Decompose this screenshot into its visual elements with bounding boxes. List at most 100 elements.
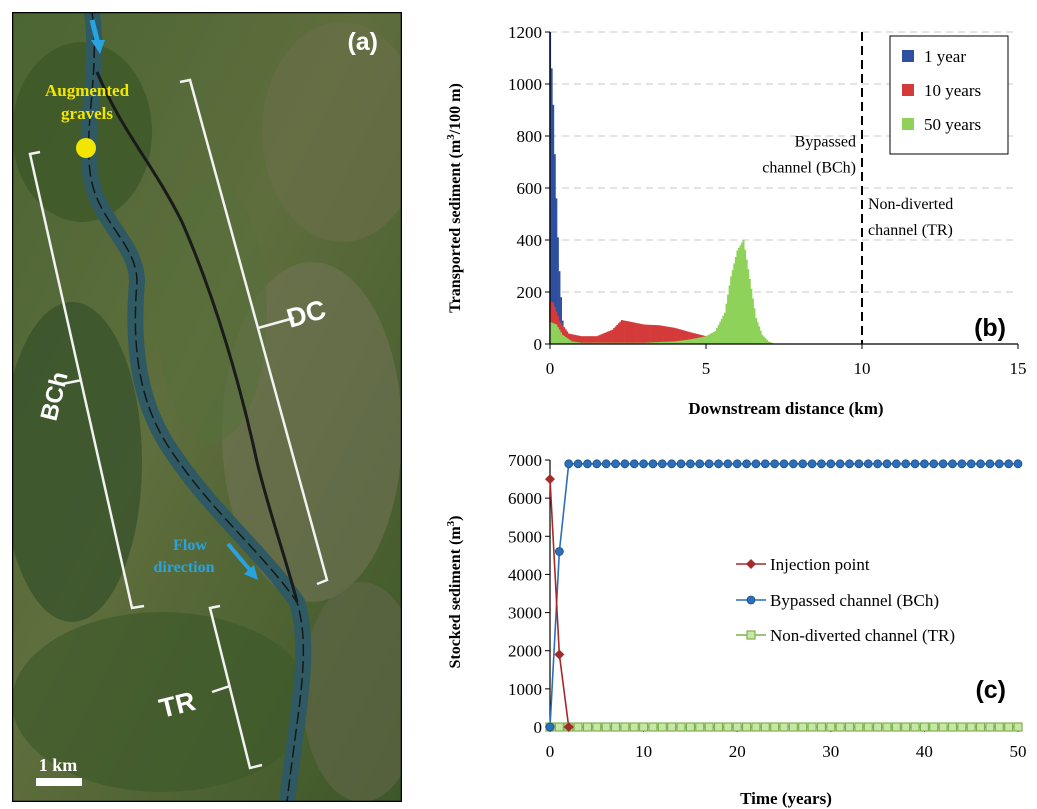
data-point [966,722,976,732]
bar [639,342,642,344]
bar [574,334,577,344]
data-point [835,722,845,732]
series-line-diamond [549,479,570,728]
series-markers-square [545,722,1023,732]
y-tick-label: 7000 [508,451,542,470]
data-point [929,722,939,732]
data-point [648,722,658,732]
data-point [957,722,967,732]
bar [575,335,578,344]
bar [680,340,683,344]
legend-label-10-years: 10 years [924,81,981,100]
bar [592,342,595,344]
bar [638,323,640,344]
data-point [620,722,630,732]
bar [630,321,633,344]
y-tick-label: 2000 [508,642,542,661]
bar [642,324,645,344]
bar [631,342,634,344]
tr-bracket [208,604,263,770]
bar [635,322,637,344]
bar [645,342,648,344]
x-tick-label: 0 [546,359,555,378]
tr-bracket-tick [211,684,231,694]
bar [569,340,572,344]
bar [683,330,686,344]
bar [684,330,687,344]
x-tick-label: 50 [1010,742,1027,761]
bar [667,326,670,344]
data-point [592,722,602,732]
data-point [891,722,901,732]
bar [659,341,662,344]
data-point [573,722,583,732]
bar [585,336,587,344]
bar [613,342,616,344]
data-point [695,722,705,732]
bar [567,339,570,344]
data-point [545,722,555,732]
bar [605,342,608,344]
data-point [751,459,761,469]
data-point [854,459,864,469]
data-point [788,459,798,469]
data-point [667,459,677,469]
bar [616,324,619,344]
bar [636,323,639,344]
bar [770,342,773,344]
bar [561,324,564,344]
x-axis-label: Time (years) [740,789,832,808]
bar [627,321,630,344]
bar [553,323,556,344]
bar [630,342,633,344]
data-point [611,459,620,469]
bar [614,326,617,344]
y-tick-label: 6000 [508,489,542,508]
data-point [938,722,948,732]
bar [552,104,555,344]
x-tick-label: 10 [854,359,871,378]
satellite-map: Augmented gravels (a) DC BCh TR Flow dir… [12,12,402,802]
bar [744,249,747,344]
bar [720,318,723,344]
bar [610,342,612,344]
data-point [667,722,677,732]
bar [563,327,566,344]
bar [666,341,669,344]
bar [572,341,575,344]
data-point [863,722,873,732]
dc-bracket [179,78,329,586]
y-tick-label: 400 [517,231,543,250]
legend-label-bypassed-channel: Bypassed channel (BCh) [770,591,939,610]
bar [566,338,569,344]
data-point [583,459,592,469]
bar [555,198,558,344]
bar [753,308,756,344]
bar [620,320,623,344]
bar [641,324,644,344]
bar [603,342,606,344]
legend-marker [746,559,756,569]
bar [750,288,753,344]
bar [705,336,708,344]
data-point [685,459,695,469]
bar [617,342,620,344]
bar [606,342,609,344]
legend-label-injection-point: Injection point [770,555,870,574]
bar [739,245,742,344]
legend-label-1-year: 1 year [924,47,966,66]
bar [641,342,644,344]
bar [727,294,729,344]
bar [550,68,553,345]
bar [737,247,740,344]
bar [688,331,690,344]
data-point [817,459,826,469]
bar [628,321,631,344]
data-point [779,722,789,732]
bar [736,250,739,344]
bar [756,322,759,344]
bar [571,341,573,344]
bar [580,336,583,344]
data-point [807,459,817,469]
bar [681,330,684,344]
